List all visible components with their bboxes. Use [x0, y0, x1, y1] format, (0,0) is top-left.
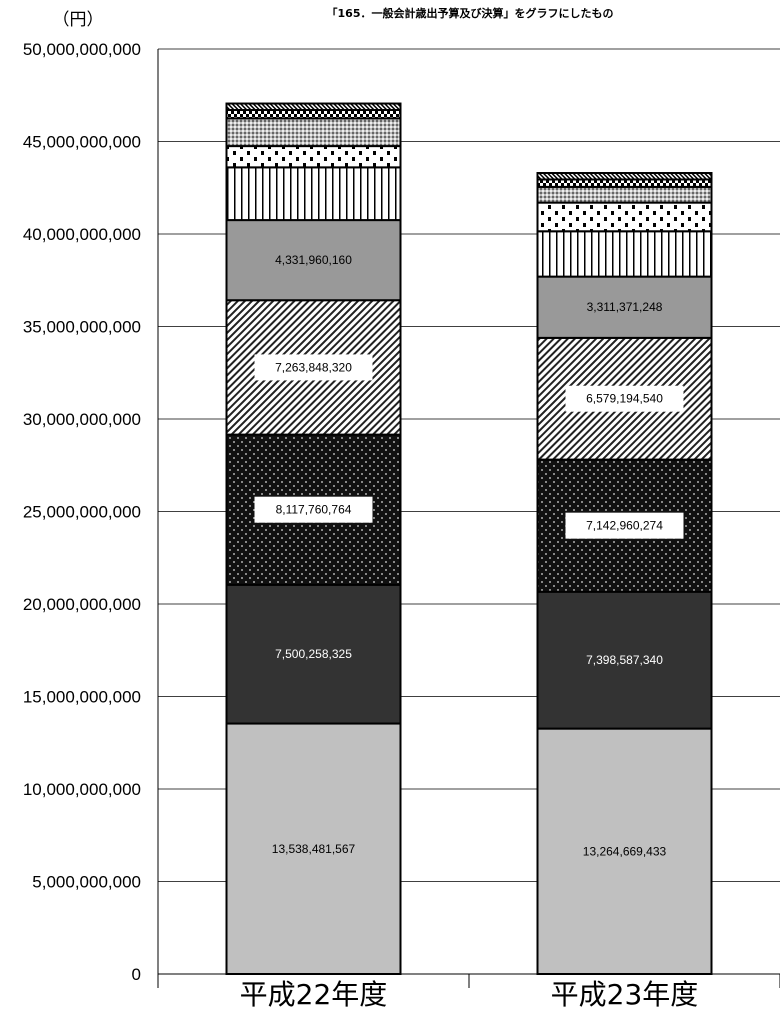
data-label: 4,331,960,160 — [275, 253, 352, 267]
bar-segment — [536, 590, 713, 730]
x-tick-label: 平成23年度 — [551, 978, 699, 1009]
bar-segment — [536, 178, 713, 188]
data-label-box — [254, 496, 373, 523]
y-axis-unit: （円） — [53, 10, 104, 30]
data-label: 13,538,481,567 — [272, 842, 356, 856]
chart-title: 「165．一般会計歳出予算及び決算」をグラフにしたもの — [327, 6, 614, 20]
bar-segment — [225, 117, 402, 148]
y-tick-label: 40,000,000,000 — [23, 225, 141, 244]
data-label: 7,500,258,325 — [275, 647, 352, 661]
y-axis-ticks: 0 5,000,000,000 10,000,000,000 15,000,000,0… — [23, 40, 141, 984]
y-tick-label: 25,000,000,000 — [23, 503, 141, 522]
bar-segment — [536, 201, 713, 233]
y-tick-label: 35,000,000,000 — [23, 318, 141, 337]
bar-segment — [225, 583, 402, 725]
data-labels: 13,538,481,567 7,500,258,325 8,117,760,764… — [254, 253, 684, 858]
data-label: 8,117,760,764 — [276, 503, 352, 517]
axes — [157, 49, 780, 988]
data-label-box — [565, 385, 684, 412]
bar-segment — [536, 185, 713, 204]
y-tick-label: 45,000,000,000 — [23, 133, 141, 152]
y-tick-label: 50,000,000,000 — [23, 40, 141, 59]
data-label: 7,398,587,340 — [586, 653, 663, 667]
x-axis-ticks: 平成22年度 平成23年度 — [240, 978, 699, 1011]
bar-segment — [225, 219, 402, 302]
y-tick-label: 0 — [132, 965, 141, 984]
y-tick-label: 5,000,000,000 — [32, 873, 141, 892]
x-tick-label: 平成22年度 — [240, 978, 388, 1009]
bar-segment — [225, 109, 402, 120]
bar-segment — [536, 230, 713, 278]
data-label: 7,263,848,320 — [275, 360, 352, 374]
data-label: 13,264,669,433 — [583, 844, 667, 858]
bar-segment — [225, 166, 402, 222]
bar-segment — [536, 275, 713, 339]
bar-segment — [225, 102, 402, 112]
data-label: 3,311,371,248 — [587, 300, 663, 314]
data-label: 7,142,960,274 — [586, 519, 663, 533]
y-tick-label: 15,000,000,000 — [23, 688, 141, 707]
bar-segment — [536, 172, 713, 181]
y-tick-label: 10,000,000,000 — [23, 780, 141, 799]
y-tick-label: 20,000,000,000 — [23, 595, 141, 614]
data-label: 6,579,194,540 — [586, 392, 663, 406]
data-label-box — [565, 512, 684, 539]
data-label-box — [254, 354, 373, 381]
bar-segment — [225, 145, 402, 169]
y-tick-label: 30,000,000,000 — [23, 410, 141, 429]
